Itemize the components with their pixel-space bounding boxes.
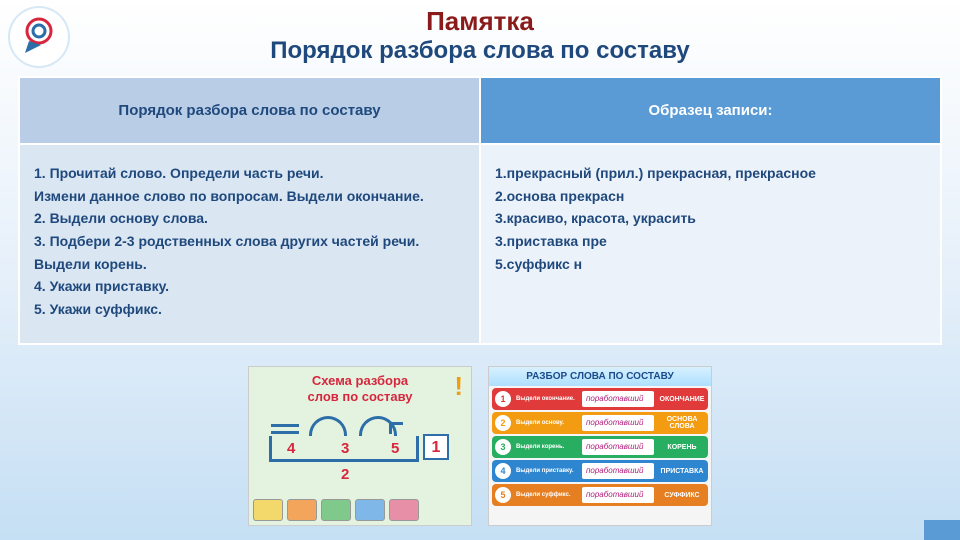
procedure-line: 4. Укажи приставку.	[34, 276, 465, 298]
steps-rows: 1Выдели окончание.поработавшийОКОНЧАНИЕ2…	[489, 388, 711, 506]
step-row: 3Выдели корень.поработавшийКОРЕНЬ	[492, 436, 708, 458]
page-title: Памятка	[0, 6, 960, 37]
step-row: 4Выдели приставку.поработавшийПРИСТАВКА	[492, 460, 708, 482]
steps-header: РАЗБОР СЛОВА ПО СОСТАВУ	[489, 367, 711, 386]
scheme-caption: Схема разбора слов по составу	[249, 367, 471, 404]
th-procedure: Порядок разбора слова по составу	[19, 77, 480, 144]
corner-accent	[924, 520, 960, 540]
step-row: 2Выдели основу.поработавшийОСНОВА СЛОВА	[492, 412, 708, 434]
header: Памятка Порядок разбора слова по составу	[0, 0, 960, 65]
scheme-box-1: 1	[423, 434, 449, 460]
procedure-line: Выдели корень.	[34, 254, 465, 276]
td-procedure: 1. Прочитай слово. Определи часть речи.И…	[19, 144, 480, 344]
main-table: Порядок разбора слова по составу Образец…	[18, 76, 942, 345]
example-line: 3.приставка пре	[495, 231, 926, 253]
example-line: 1.прекрасный (прил.) прекрасная, прекрас…	[495, 163, 926, 185]
example-line: 5.суффикс н	[495, 254, 926, 276]
example-line: 3.красиво, красота, украсить	[495, 208, 926, 230]
step-row: 5Выдели суффикс.поработавшийСУФФИКС	[492, 484, 708, 506]
procedure-line: 3. Подбери 2-3 родственных слова других …	[34, 231, 465, 253]
bus-icons	[253, 499, 419, 521]
exclamation-icon: !	[454, 371, 463, 402]
table-head: Порядок разбора слова по составу Образец…	[19, 77, 941, 144]
steps-illustration: РАЗБОР СЛОВА ПО СОСТАВУ 1Выдели окончани…	[488, 366, 712, 526]
scheme-illustration: Схема разбора слов по составу ! 1 4 3 5 …	[248, 366, 472, 526]
procedure-line: 5. Укажи суффикс.	[34, 299, 465, 321]
procedure-line: 1. Прочитай слово. Определи часть речи.	[34, 163, 465, 185]
step-row: 1Выдели окончание.поработавшийОКОНЧАНИЕ	[492, 388, 708, 410]
illustrations: Схема разбора слов по составу ! 1 4 3 5 …	[0, 366, 960, 526]
scheme-diagram: 1 4 3 5 2	[269, 414, 451, 472]
logo-icon	[10, 8, 68, 66]
page-subtitle: Порядок разбора слова по составу	[0, 37, 960, 65]
procedure-line: 2. Выдели основу слова.	[34, 208, 465, 230]
example-line: 2.основа прекрасн	[495, 186, 926, 208]
procedure-line: Измени данное слово по вопросам. Выдели …	[34, 186, 465, 208]
table-body: 1. Прочитай слово. Определи часть речи.И…	[19, 144, 941, 344]
td-example: 1.прекрасный (прил.) прекрасная, прекрас…	[480, 144, 941, 344]
th-example: Образец записи:	[480, 77, 941, 144]
